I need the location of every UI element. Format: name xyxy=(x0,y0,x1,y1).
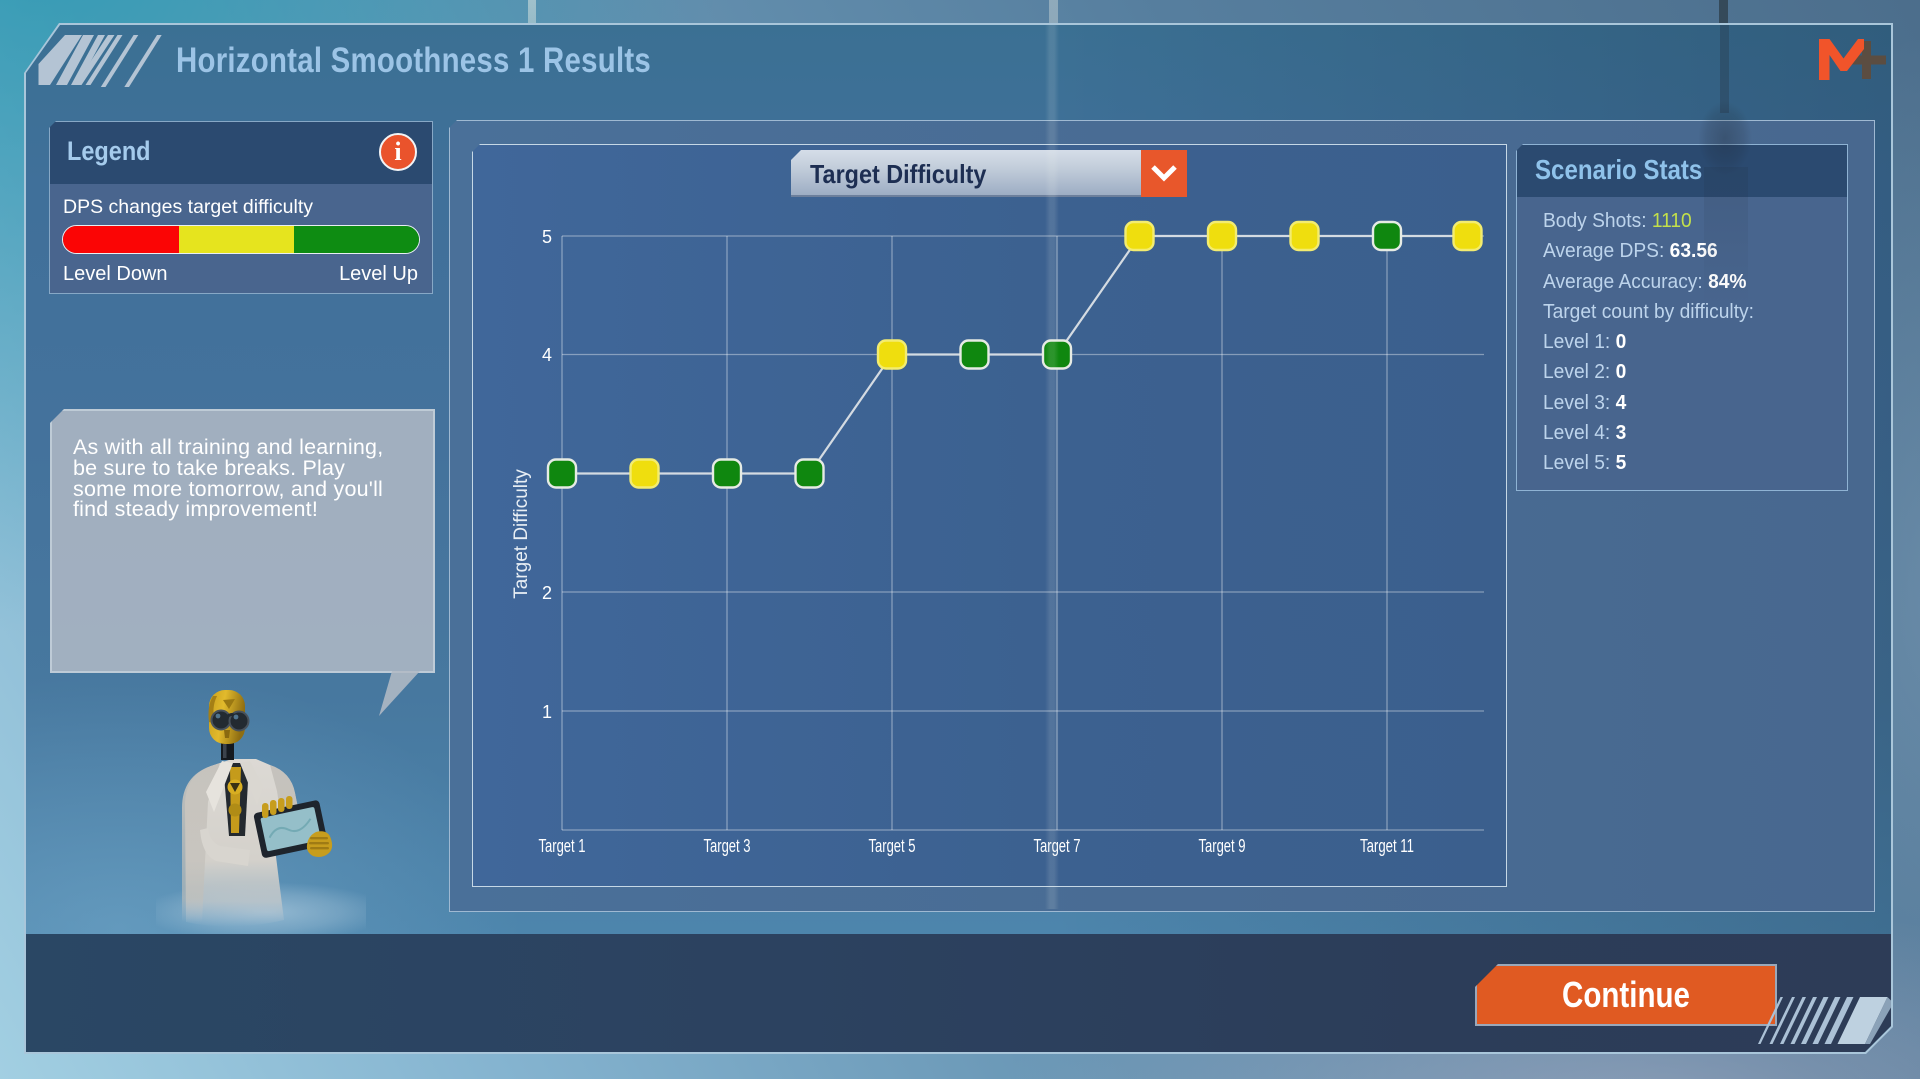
svg-text:5: 5 xyxy=(542,227,552,247)
svg-text:4: 4 xyxy=(542,345,552,365)
svg-text:Target 3: Target 3 xyxy=(704,836,751,856)
svg-text:Target 5: Target 5 xyxy=(869,836,916,856)
svg-text:2: 2 xyxy=(542,583,552,603)
svg-text:Target Difficulty: Target Difficulty xyxy=(511,469,532,599)
svg-text:Target 11: Target 11 xyxy=(1360,836,1414,856)
svg-text:Target 7: Target 7 xyxy=(1034,836,1081,856)
svg-text:1: 1 xyxy=(542,702,552,722)
svg-text:Target 1: Target 1 xyxy=(539,836,586,856)
svg-text:Target 9: Target 9 xyxy=(1199,836,1246,856)
